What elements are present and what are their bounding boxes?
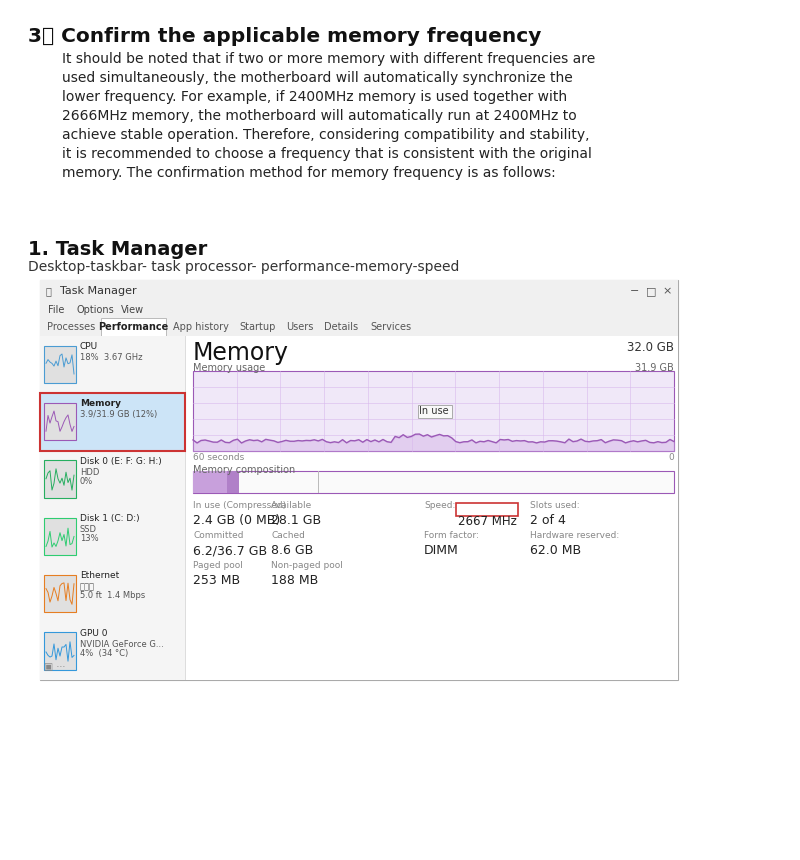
Text: used simultaneously, the motherboard will automatically synchronize the: used simultaneously, the motherboard wil… [62,71,573,85]
Text: Speed:: Speed: [424,501,455,510]
Text: Disk 0 (E: F: G: H:): Disk 0 (E: F: G: H:) [80,457,162,465]
Bar [40,280,678,680]
Text: 2 of 4: 2 of 4 [530,514,566,527]
Text: Processes: Processes [47,322,96,332]
Text: Memory usage: Memory usage [193,363,266,373]
Bar [44,575,76,612]
Text: 3、 Confirm the applicable memory frequency: 3、 Confirm the applicable memory frequen… [28,27,542,46]
Text: Memory composition: Memory composition [193,465,295,475]
Text: View: View [122,305,144,315]
Text: SSD: SSD [80,525,97,534]
Text: 28.1 GB: 28.1 GB [271,514,321,527]
Text: it is recommended to choose a frequency that is consistent with the original: it is recommended to choose a frequency … [62,147,592,161]
Text: 6.2/36.7 GB: 6.2/36.7 GB [193,544,267,557]
Bar [44,403,76,440]
Text: 13%: 13% [80,534,98,543]
Text: 2.4 GB (0 MB): 2.4 GB (0 MB) [193,514,280,527]
Bar [185,336,678,680]
Bar [40,393,185,451]
Text: 60 seconds: 60 seconds [193,453,244,462]
Text: −: − [630,286,639,296]
Text: Non-paged pool: Non-paged pool [271,561,343,570]
Bar [318,471,319,493]
Text: 0%: 0% [80,476,94,486]
Bar [40,318,678,336]
Text: □: □ [646,286,657,296]
Bar [44,460,76,498]
Text: Services: Services [370,322,411,332]
Text: 📈: 📈 [46,286,52,296]
Text: achieve stable operation. Therefore, considering compatibility and stability,: achieve stable operation. Therefore, con… [62,128,590,142]
Text: 18%  3.67 GHz: 18% 3.67 GHz [80,353,142,362]
Text: File: File [48,305,64,315]
Text: ×: × [662,286,671,296]
Text: Available: Available [271,501,312,510]
Text: Memory: Memory [80,399,121,408]
Text: 32.0 GB: 32.0 GB [627,341,674,354]
Bar [40,302,678,318]
Bar [101,318,166,336]
Text: DIMM: DIMM [424,544,458,557]
Text: Desktop-taskbar- task processor- performance-memory-speed: Desktop-taskbar- task processor- perform… [28,260,459,274]
Text: Startup: Startup [239,322,276,332]
Text: Task Manager: Task Manager [60,286,137,296]
Text: Paged pool: Paged pool [193,561,243,570]
Bar [418,405,451,418]
Text: Details: Details [325,322,358,332]
Text: Cached: Cached [271,531,305,540]
Text: Committed: Committed [193,531,243,540]
Bar [40,280,678,302]
Text: Memory: Memory [193,341,289,365]
Bar [40,336,185,680]
Text: 以太网: 以太网 [80,582,95,592]
Text: Form factor:: Form factor: [424,531,478,540]
Text: 4%  (34 °C): 4% (34 °C) [80,648,128,658]
Text: Disk 1 (C: D:): Disk 1 (C: D:) [80,514,140,523]
Text: NVIDIA GeForce G...: NVIDIA GeForce G... [80,640,164,648]
Text: In use: In use [418,406,448,416]
Bar [193,471,674,493]
Text: App history: App history [173,322,229,332]
Text: 0: 0 [668,453,674,462]
Text: 8.6 GB: 8.6 GB [271,544,314,557]
Text: Performance: Performance [98,322,169,332]
Bar [193,371,674,451]
Bar [193,471,226,493]
Text: Slots used:: Slots used: [530,501,579,510]
Text: HDD: HDD [80,468,99,476]
Text: 1. Task Manager: 1. Task Manager [28,240,207,259]
Bar [226,471,238,493]
Text: 2666MHz memory, the motherboard will automatically run at 2400MHz to: 2666MHz memory, the motherboard will aut… [62,109,577,123]
Text: CPU: CPU [80,342,98,351]
Text: Ethernet: Ethernet [80,571,119,581]
Text: 31.9 GB: 31.9 GB [635,363,674,373]
Text: GPU 0: GPU 0 [80,629,107,637]
Text: 3.9/31.9 GB (12%): 3.9/31.9 GB (12%) [80,410,158,420]
Text: Options: Options [77,305,114,315]
Text: 188 MB: 188 MB [271,574,318,587]
Text: Hardware reserved:: Hardware reserved: [530,531,619,540]
Text: 62.0 MB: 62.0 MB [530,544,581,557]
Text: ▣ ···: ▣ ··· [44,662,66,672]
Text: In use (Compressed): In use (Compressed) [193,501,286,510]
Bar [44,346,76,383]
Bar [44,518,76,555]
Text: lower frequency. For example, if 2400MHz memory is used together with: lower frequency. For example, if 2400MHz… [62,90,567,104]
Text: It should be noted that if two or more memory with different frequencies are: It should be noted that if two or more m… [62,52,595,66]
Text: memory. The confirmation method for memory frequency is as follows:: memory. The confirmation method for memo… [62,166,556,180]
Bar [44,632,76,670]
Text: 253 MB: 253 MB [193,574,240,587]
Bar [456,503,518,516]
Text: Users: Users [286,322,313,332]
Text: 2667 MHz: 2667 MHz [458,515,517,528]
Text: 5.0 ft  1.4 Mbps: 5.0 ft 1.4 Mbps [80,592,146,600]
